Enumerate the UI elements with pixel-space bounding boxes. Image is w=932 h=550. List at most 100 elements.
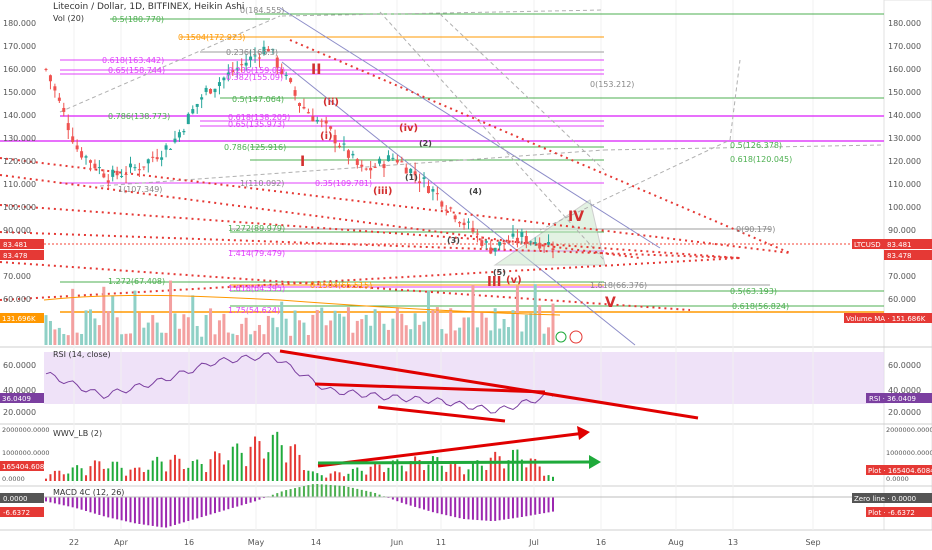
wwv-bar xyxy=(440,465,443,481)
candle-body xyxy=(44,68,48,70)
price-badge-left-text-2: 83.478 xyxy=(3,252,28,260)
volume-bar xyxy=(53,329,57,345)
volume-bar xyxy=(462,317,466,345)
volume-bar xyxy=(391,318,395,345)
candle-body xyxy=(329,126,333,129)
macd-bar xyxy=(222,497,225,511)
macd-bar xyxy=(405,497,408,505)
macd-bar xyxy=(480,497,483,521)
volume-bar xyxy=(515,285,519,345)
fib-label: 0.65(135.973) xyxy=(228,120,285,129)
candle-body xyxy=(338,145,342,147)
volume-bar xyxy=(164,332,168,345)
macd-bar xyxy=(156,497,159,527)
chart-title: Litecoin / Dollar, 1D, BITFINEX, Heikin … xyxy=(53,2,244,12)
wwv-bar xyxy=(262,458,265,481)
wwv-bar xyxy=(498,456,501,481)
price-tick-right: 150.000 xyxy=(888,88,921,97)
fib-label: 0(184.555) xyxy=(240,6,284,15)
candle-body xyxy=(106,180,110,183)
volume-bar xyxy=(440,329,444,345)
wwv-bar xyxy=(494,451,497,481)
fib-label: 0.5(126.378) xyxy=(730,141,782,150)
price-badge-left-text: 83.481 xyxy=(3,241,28,249)
macd-bar xyxy=(258,497,261,500)
wwv-bar xyxy=(480,465,483,481)
rsi-tick-left: 40.0000 xyxy=(3,386,36,395)
wwv-bar xyxy=(67,473,70,481)
macd-bar xyxy=(187,497,190,522)
volume-bar xyxy=(493,308,497,345)
macd-bar xyxy=(503,497,506,520)
macd-bar xyxy=(200,497,203,518)
fib-label: 0.382(155.09) xyxy=(226,73,283,82)
volume-bar xyxy=(235,335,239,345)
fib-label: 0.5(180.770) xyxy=(112,15,164,24)
candle-body xyxy=(102,173,106,178)
macd-bar xyxy=(182,497,185,523)
time-tick: 13 xyxy=(728,538,738,547)
wwv-bar xyxy=(351,468,354,481)
wwv-bar xyxy=(356,467,359,481)
price-badge-text-1: 83.481 xyxy=(887,241,912,249)
volume-bar xyxy=(315,309,319,345)
volume-bar xyxy=(120,334,124,345)
macd-bar xyxy=(316,484,319,497)
candle-body xyxy=(520,232,524,237)
fib-label: 0.236(159.09) xyxy=(228,66,285,75)
candle-body xyxy=(191,109,195,114)
macd-bar xyxy=(285,490,288,497)
wwv-bar xyxy=(449,464,452,481)
volume-bar xyxy=(84,310,88,345)
macd-bar xyxy=(71,497,74,508)
price-tick-right: 130.000 xyxy=(888,134,921,143)
volume-bar xyxy=(66,335,70,345)
macd-bar xyxy=(329,484,332,497)
volume-bar xyxy=(507,327,511,345)
settings-icon[interactable] xyxy=(569,330,583,344)
wwv-bar xyxy=(516,449,519,481)
time-tick: 22 xyxy=(69,538,79,547)
candle-body xyxy=(217,82,221,87)
time-tick: 16 xyxy=(184,538,194,547)
wwv-tick-left: 1000000.0000 xyxy=(2,449,50,457)
wwv-bar xyxy=(507,460,510,481)
wwv-bar xyxy=(205,472,208,481)
volume-bar xyxy=(395,307,399,345)
price-axis[interactable] xyxy=(883,0,932,531)
macd-bar xyxy=(520,497,523,517)
alert-icon[interactable] xyxy=(555,331,567,343)
wwv-bar xyxy=(369,466,372,481)
rsi-badge-left xyxy=(0,393,44,403)
volume-bar xyxy=(133,290,137,345)
macd-bar xyxy=(169,497,172,527)
volume-bar xyxy=(369,325,373,345)
candle-body xyxy=(426,186,430,193)
macd-bar xyxy=(543,497,546,514)
fib-label: 0.5(63.193) xyxy=(730,287,777,296)
wwv-bar xyxy=(489,457,492,481)
volume-bar xyxy=(551,303,555,345)
volume-bar xyxy=(253,330,257,345)
wwv-bar xyxy=(245,466,248,481)
candle-body xyxy=(298,103,301,106)
macd-bar xyxy=(125,497,128,522)
candle-body xyxy=(146,159,150,164)
wwv-bar xyxy=(543,475,546,481)
rsi-tick: 60.0000 xyxy=(888,361,921,370)
wwv-bar xyxy=(365,474,368,481)
wwv-bar xyxy=(169,459,172,481)
volume-badge-left xyxy=(0,313,44,323)
candle-body xyxy=(160,157,164,160)
candle-body xyxy=(333,135,337,144)
rsi-trendlines xyxy=(279,349,699,423)
zero-line-badge xyxy=(852,493,932,503)
candle-body xyxy=(538,243,542,249)
macd-bar xyxy=(191,497,194,520)
candle-body xyxy=(53,86,57,91)
volume-bar xyxy=(173,313,177,345)
macd-bar xyxy=(516,497,519,518)
volume-bar xyxy=(484,317,488,345)
volume-bar xyxy=(57,327,61,345)
macd-bar xyxy=(476,497,479,521)
